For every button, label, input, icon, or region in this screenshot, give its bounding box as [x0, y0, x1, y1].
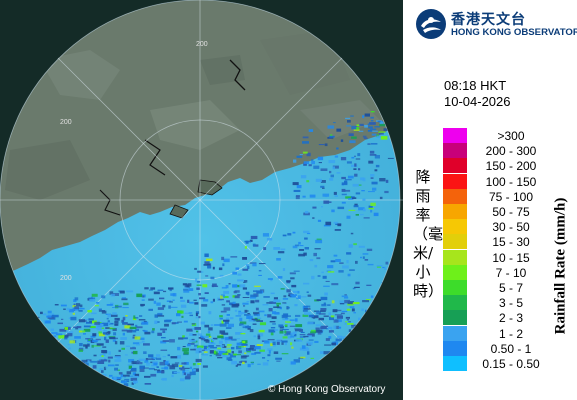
legend-swatch: [443, 143, 467, 159]
hko-logo-icon: [416, 9, 446, 39]
legend-panel: 香港天文台 HONG KONG OBSERVATORY 08:18 HKT 10…: [403, 0, 577, 400]
legend-item: 75 - 100: [443, 188, 573, 204]
legend-swatch: [443, 128, 467, 143]
ring-label-southwest: 200: [60, 275, 72, 282]
legend-item: 150 - 200: [443, 158, 573, 174]
legend-swatch: [443, 295, 467, 311]
legend-item: 7 - 10: [443, 264, 573, 280]
legend-swatch: [443, 234, 467, 250]
legend-item: 3 - 5: [443, 295, 573, 311]
legend-swatch: [443, 219, 467, 235]
legend-item: 2 - 3: [443, 310, 573, 326]
legend-label: 0.50 - 1: [490, 341, 532, 356]
legend-title-en-wrap: Rainfall Rate (mm/h): [549, 168, 573, 364]
legend-label: 100 - 150: [485, 174, 537, 189]
copyright-text: © Hong Kong Observatory: [268, 384, 386, 395]
legend-label: 3 - 5: [498, 296, 523, 311]
ring-label-west: 200: [60, 119, 72, 126]
legend-label: 7 - 10: [495, 265, 527, 280]
legend-swatch: [443, 188, 467, 204]
legend-swatch: [443, 356, 467, 371]
observation-time: 08:18 HKT: [444, 78, 507, 93]
org-name-cn: 香港天文台: [451, 12, 526, 28]
legend-item: 50 - 75: [443, 204, 573, 219]
org-name-en: HONG KONG OBSERVATORY: [451, 27, 577, 38]
radar-map[interactable]: 200 200 200 © Hong Kong Observatory: [0, 0, 403, 400]
legend-label: 75 - 100: [488, 189, 534, 204]
legend-item: 0.50 - 1: [443, 340, 573, 356]
legend-title-en: Rainfall Rate (mm/h): [552, 197, 569, 335]
legend-item: 200 - 300: [443, 143, 573, 159]
legend-item: 1 - 2: [443, 325, 573, 341]
legend-item: 15 - 30: [443, 234, 573, 250]
legend-label: >300: [497, 129, 525, 143]
legend-swatch: [443, 310, 467, 326]
hko-logo[interactable]: 香港天文台 HONG KONG OBSERVATORY: [411, 6, 577, 42]
legend-swatch: [443, 280, 467, 295]
observation-date: 10-04-2026: [444, 94, 511, 109]
legend-label: 50 - 75: [492, 205, 530, 219]
legend-item: 10 - 15: [443, 249, 573, 265]
legend-title-cn: 降雨率（毫米/小時）: [413, 168, 444, 300]
legend-swatch: [443, 158, 467, 174]
legend-label: 150 - 200: [485, 159, 537, 174]
legend-swatch: [443, 249, 467, 265]
legend-label: 0.15 - 0.50: [482, 357, 540, 371]
legend-label: 2 - 3: [498, 311, 523, 326]
legend-label: 30 - 50: [492, 220, 530, 235]
legend-item: 0.15 - 0.50: [443, 356, 573, 371]
legend-item: 30 - 50: [443, 219, 573, 235]
legend-swatch: [443, 173, 467, 189]
ring-label-north: 200: [196, 41, 208, 48]
legend-swatch: [443, 204, 467, 219]
boundary-line: [229, 59, 246, 91]
legend-label: 15 - 30: [492, 235, 530, 250]
legend-label: 200 - 300: [485, 144, 537, 159]
legend-item: 100 - 150: [443, 173, 573, 189]
radar-map-svg: 200 200 200: [0, 0, 403, 400]
legend-item: 5 - 7: [443, 280, 573, 295]
legend-label: 5 - 7: [498, 281, 523, 295]
legend-swatch: [443, 325, 467, 341]
legend-label: 1 - 2: [498, 326, 523, 341]
legend-swatch: [443, 264, 467, 280]
legend-swatch: [443, 340, 467, 356]
legend-label: 10 - 15: [492, 250, 530, 265]
legend-item: >300: [443, 128, 573, 143]
